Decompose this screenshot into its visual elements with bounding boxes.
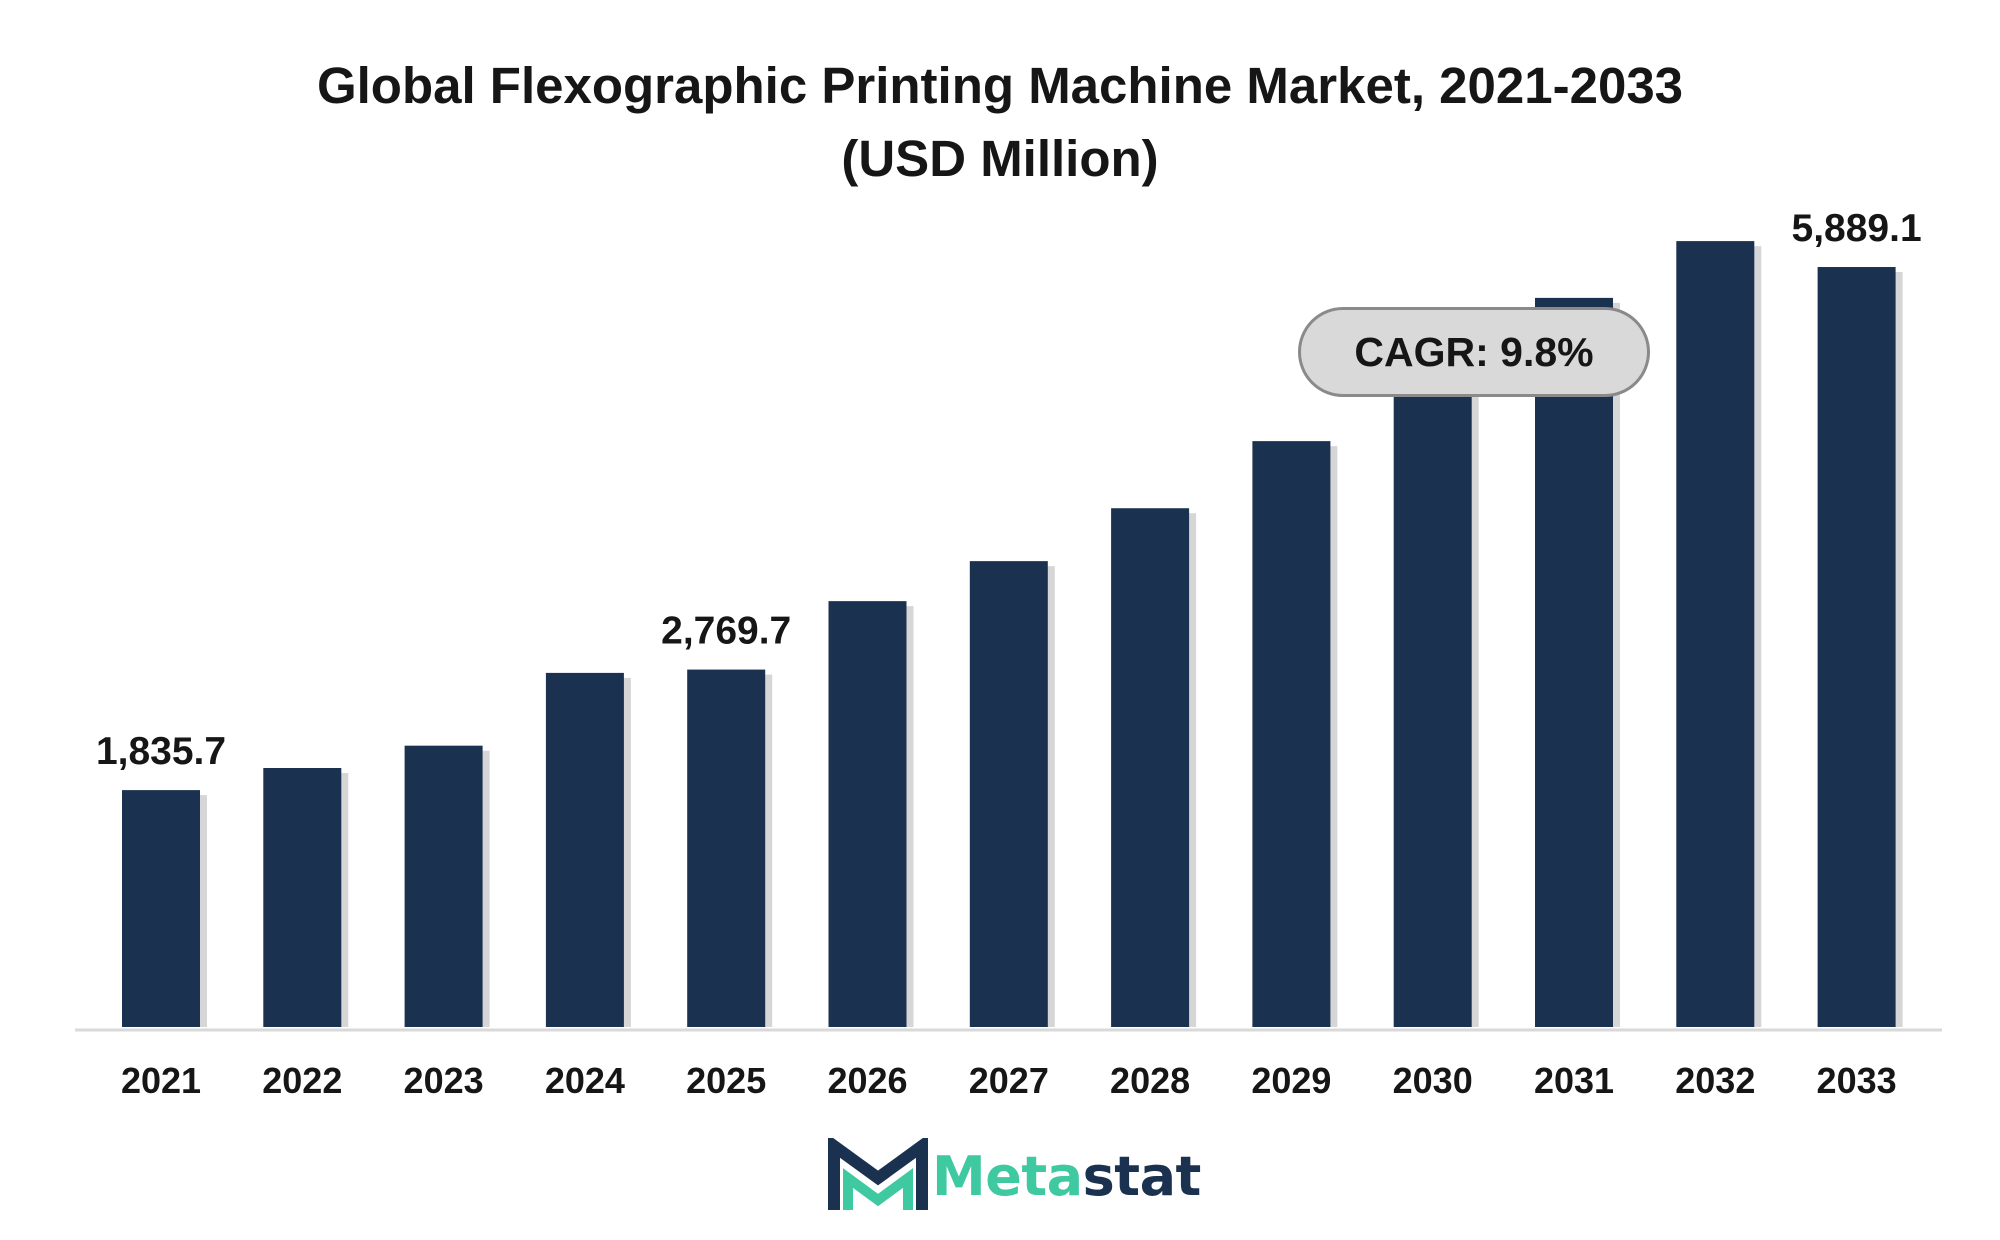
x-tick-labels: 2021 2022 2023 2024 2025 2026 2027 2028 2029 2030…: [121, 1060, 1897, 1101]
bar-2021: [122, 790, 200, 1027]
x-tick-label-2029: 2029: [1251, 1060, 1331, 1101]
bar-2028: [1111, 508, 1190, 1027]
bar-2025: [687, 669, 766, 1027]
bar-2026: [828, 601, 907, 1027]
data-label-2025: 2,769.7: [661, 610, 791, 653]
bar-2030: [1393, 363, 1472, 1027]
bar-2023: [404, 745, 483, 1027]
x-tick-label-2033: 2033: [1817, 1060, 1897, 1101]
bar-2031: [1535, 297, 1613, 1027]
x-tick-label-2027: 2027: [969, 1060, 1049, 1101]
bar-2029: [1252, 441, 1331, 1028]
x-tick-label-2030: 2030: [1393, 1060, 1473, 1101]
x-tick-label-2026: 2026: [827, 1060, 907, 1101]
data-labels: 1,835.7 2,769.7 5,889.1: [96, 207, 1922, 773]
bar-2032: [1676, 241, 1755, 1028]
data-label-2021: 1,835.7: [96, 730, 226, 773]
x-tick-label-2032: 2032: [1675, 1060, 1755, 1101]
bar-2033: [1817, 267, 1896, 1028]
metastat-logo-icon: [828, 1138, 928, 1210]
cagr-badge: CAGR: 9.8%: [1298, 307, 1650, 397]
bars-layer: [122, 241, 1903, 1028]
bar-2027: [969, 561, 1048, 1027]
x-tick-label-2028: 2028: [1110, 1060, 1190, 1101]
chart-subtitle: (USD Million): [841, 130, 1159, 187]
x-tick-label-2024: 2024: [545, 1060, 625, 1101]
bar-2024: [545, 672, 624, 1027]
x-tick-label-2021: 2021: [121, 1060, 201, 1101]
logo-text-stat: stat: [1082, 1144, 1202, 1208]
chart-title: Global Flexographic Printing Machine Mar…: [316, 57, 1684, 114]
metastat-logo-text: Metastat: [932, 1145, 1201, 1208]
data-label-2033: 5,889.1: [1792, 207, 1922, 250]
x-tick-label-2022: 2022: [262, 1060, 342, 1101]
bar-2022: [263, 768, 342, 1027]
x-tick-label-2023: 2023: [404, 1060, 484, 1101]
logo-text-meta: Meta: [932, 1144, 1083, 1208]
x-tick-label-2025: 2025: [686, 1060, 766, 1101]
metastat-logo: Metastat: [828, 1138, 1201, 1214]
x-tick-label-2031: 2031: [1534, 1060, 1614, 1101]
